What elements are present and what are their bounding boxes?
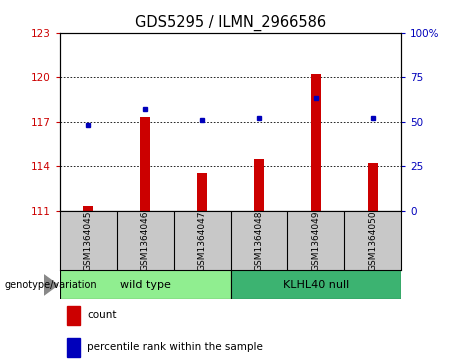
Polygon shape [44, 275, 58, 295]
Text: GSM1364046: GSM1364046 [141, 210, 150, 271]
Bar [83, 206, 94, 211]
Bar [67, 338, 80, 356]
Bar [197, 173, 207, 211]
Text: GSM1364045: GSM1364045 [84, 210, 93, 271]
Text: count: count [87, 310, 117, 321]
Bar [367, 163, 378, 211]
FancyBboxPatch shape [60, 270, 230, 299]
Text: GSM1364048: GSM1364048 [254, 210, 263, 271]
Text: wild type: wild type [120, 280, 171, 290]
Text: percentile rank within the sample: percentile rank within the sample [87, 342, 263, 352]
Bar [140, 117, 150, 211]
Text: GSM1364047: GSM1364047 [198, 210, 207, 271]
Text: GSM1364050: GSM1364050 [368, 210, 377, 271]
Bar [311, 74, 321, 211]
Title: GDS5295 / ILMN_2966586: GDS5295 / ILMN_2966586 [135, 15, 326, 31]
Text: KLHL40 null: KLHL40 null [283, 280, 349, 290]
FancyBboxPatch shape [230, 270, 401, 299]
Text: GSM1364049: GSM1364049 [311, 210, 320, 271]
Bar [67, 306, 80, 325]
Text: genotype/variation: genotype/variation [5, 280, 97, 290]
Bar [254, 159, 264, 211]
